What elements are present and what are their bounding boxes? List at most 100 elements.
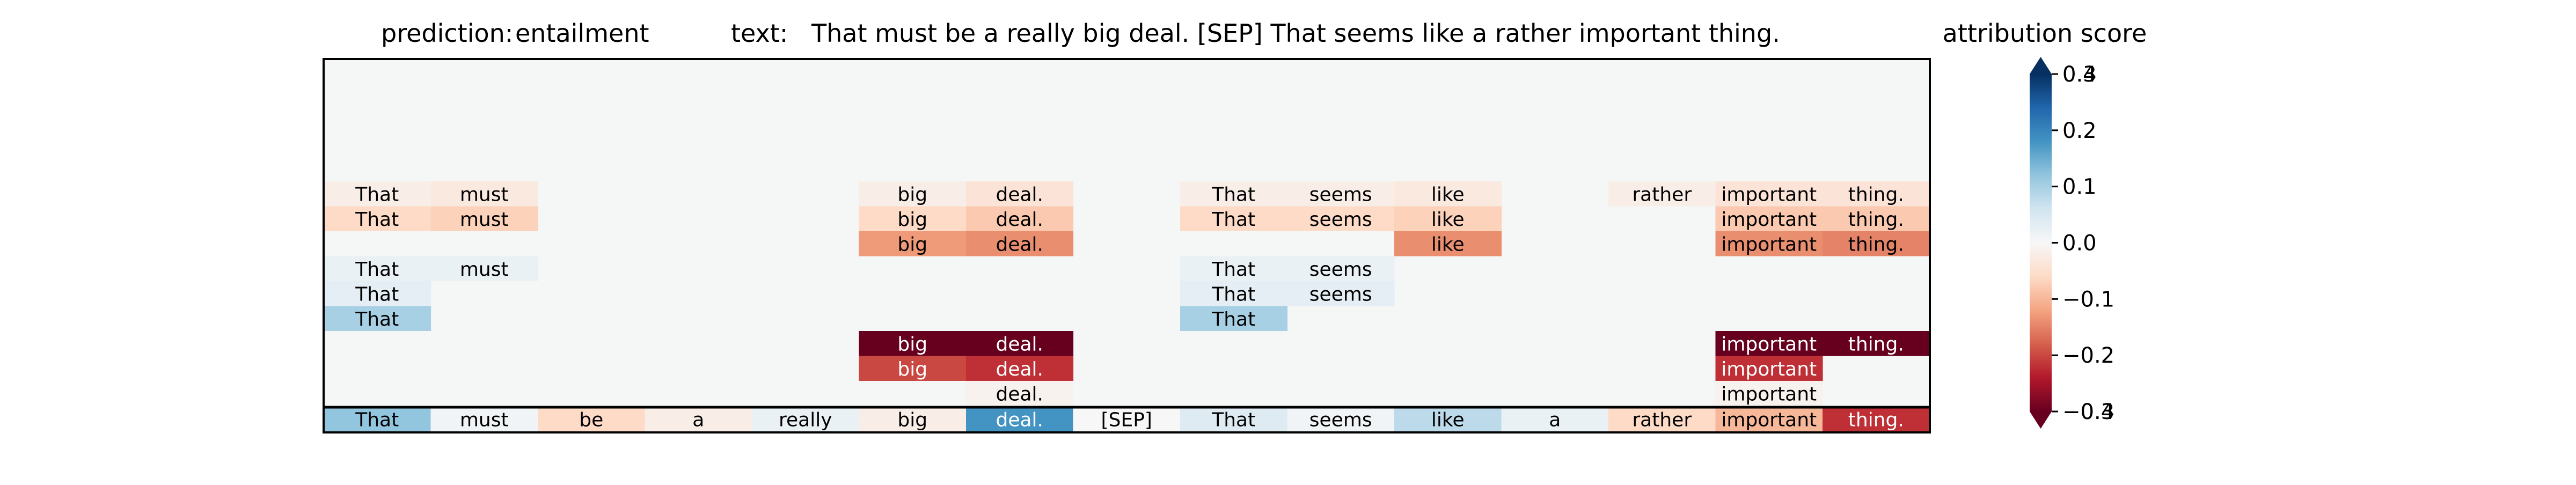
plot-background	[324, 59, 1930, 432]
chart-header: prediction: entailment text: That must b…	[381, 19, 2147, 48]
explanation-token-label: like	[1431, 209, 1465, 231]
token-label: [SEP]	[1101, 409, 1152, 431]
explanation-token-cell	[1394, 231, 1502, 256]
explanation-token-label: seems	[1309, 283, 1372, 305]
explanation-token-cell	[1287, 281, 1395, 306]
explanation-token-cell	[966, 381, 1074, 406]
prediction-value: entailment	[515, 19, 649, 48]
explanation-token-cell	[966, 356, 1074, 381]
explanation-token-cell	[1180, 256, 1288, 281]
explanation-token-cell	[1715, 381, 1823, 406]
colorbar: 0.3 0.2 0.1 0.0 −0.1 −0.2 −0.3 0.4 −0.4	[2030, 57, 2114, 429]
explanation-token-cell	[966, 181, 1074, 207]
explanation-token-label: That	[1211, 209, 1255, 231]
colorbar-tick-label: 0.3	[2062, 62, 2097, 87]
explanation-token-label: important	[1721, 233, 1817, 255]
token-cell	[430, 407, 538, 431]
token-cell	[1715, 407, 1823, 431]
colorbar-tick-label: 0.1	[2062, 175, 2097, 200]
explanation-token-cell	[1715, 231, 1823, 256]
token-label: thing.	[1848, 409, 1904, 431]
explanation-token-cell	[966, 331, 1074, 356]
token-cell	[645, 407, 752, 431]
token-cell	[1287, 407, 1395, 431]
heatmap-cells	[324, 181, 1930, 431]
token-label: like	[1431, 409, 1465, 431]
explanation-token-cell	[1823, 206, 1930, 231]
explanation-token-label: important	[1721, 333, 1817, 355]
explanation-token-cell	[324, 181, 431, 207]
explanation-token-label: big	[897, 183, 927, 205]
plot-frame	[323, 58, 1931, 433]
colorbar-tick-label: 0.2	[2062, 119, 2097, 143]
token-cell	[966, 407, 1074, 431]
explanation-token-label: thing.	[1848, 183, 1904, 205]
explanation-token-cell	[1287, 206, 1395, 231]
explanation-token-cell	[1715, 356, 1823, 381]
token-label: really	[779, 409, 832, 431]
colorbar-tick-label: 0.4	[2062, 62, 2097, 87]
explanation-token-label: That	[355, 308, 399, 330]
token-label: must	[460, 409, 509, 431]
heatmap-labels: That must big deal. That seems like rather impor…	[355, 183, 1904, 431]
token-cell	[1180, 407, 1288, 431]
explanation-token-label: deal.	[996, 358, 1043, 380]
explanation-token-cell	[1180, 181, 1288, 207]
explanation-token-label: like	[1431, 183, 1465, 205]
explanation-token-cell	[1394, 181, 1502, 207]
token-cell	[1608, 407, 1716, 431]
explanation-token-label: deal.	[996, 209, 1043, 231]
explanation-token-label: must	[460, 209, 509, 231]
token-label: a	[692, 409, 704, 431]
explanation-token-cell	[1180, 281, 1288, 306]
explanation-token-cell	[1608, 181, 1716, 207]
explanation-token-label: important	[1721, 383, 1817, 405]
token-cell	[1501, 407, 1609, 431]
explanation-token-label: like	[1431, 233, 1465, 255]
explanation-token-cell	[324, 256, 431, 281]
explanation-token-label: deal.	[996, 233, 1043, 255]
explanation-token-cell	[1823, 181, 1930, 207]
explanation-token-cell	[1180, 206, 1288, 231]
explanation-token-label: must	[460, 183, 509, 205]
explanation-token-cell	[1394, 206, 1502, 231]
explanation-token-label: big	[897, 209, 927, 231]
colorbar-tick-label: −0.4	[2062, 400, 2114, 424]
explanation-token-cell	[430, 256, 538, 281]
explanation-token-label: deal.	[996, 333, 1043, 355]
token-label: big	[897, 409, 927, 431]
explanation-token-label: That	[355, 209, 399, 231]
explanation-token-label: big	[897, 358, 927, 380]
token-cell	[324, 407, 431, 431]
colorbar-gradient	[2030, 74, 2052, 411]
explanation-token-cell	[859, 231, 967, 256]
explanation-token-label: important	[1721, 209, 1817, 231]
explanation-token-label: must	[460, 259, 509, 281]
token-label: That	[1211, 409, 1255, 431]
explanation-token-cell	[1823, 231, 1930, 256]
token-label: deal.	[996, 409, 1043, 431]
explanation-token-label: That	[1211, 183, 1255, 205]
token-cell	[859, 407, 967, 431]
explanation-token-cell	[1823, 331, 1930, 356]
explanation-token-cell	[1287, 181, 1395, 207]
token-label: be	[579, 409, 603, 431]
token-label: a	[1549, 409, 1561, 431]
colorbar-tick-label: −0.1	[2062, 287, 2114, 312]
explanation-token-cell	[1715, 331, 1823, 356]
explanation-token-cell	[966, 231, 1074, 256]
explanation-token-label: seems	[1309, 259, 1372, 281]
explanation-token-label: That	[1211, 308, 1255, 330]
explanation-token-label: seems	[1309, 183, 1372, 205]
explanation-token-label: thing.	[1848, 333, 1904, 355]
colorbar-extend-bottom	[2030, 411, 2052, 429]
prediction-label: prediction:	[381, 19, 513, 48]
explanation-token-label: important	[1721, 358, 1817, 380]
explanation-token-cell	[430, 206, 538, 231]
token-label: seems	[1309, 409, 1372, 431]
colorbar-tick-label: −0.2	[2062, 343, 2114, 368]
explanation-token-label: That	[355, 183, 399, 205]
explanation-token-cell	[430, 181, 538, 207]
text-value: That must be a really big deal. [SEP] Th…	[811, 19, 1780, 48]
